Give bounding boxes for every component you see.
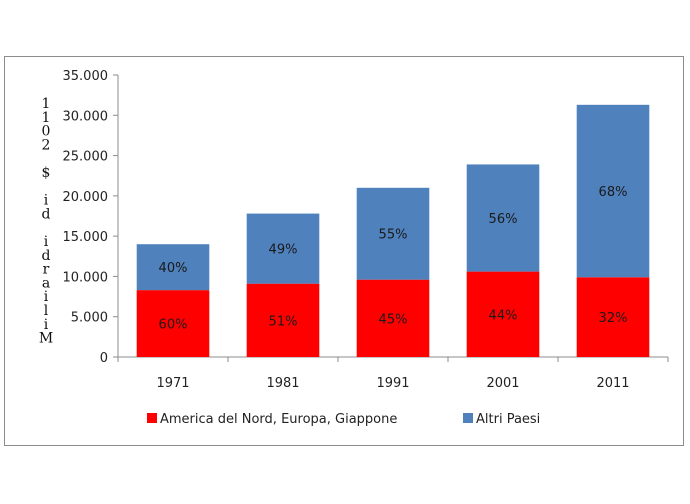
- bar-segment: [576, 104, 650, 278]
- x-tick-label: 1991: [376, 376, 409, 391]
- data-label: 45%: [379, 312, 408, 327]
- y-tick-label: 30.000: [63, 109, 109, 124]
- y-axis-label-char: i: [44, 289, 49, 305]
- bar-segment: [136, 244, 210, 291]
- bar-segment: [466, 164, 540, 272]
- y-tick-label: 35.000: [63, 69, 109, 84]
- data-label: 49%: [269, 243, 298, 258]
- legend-swatch: [147, 413, 157, 423]
- y-axis-label-char: d: [42, 248, 51, 264]
- y-axis-label-char: 0: [42, 124, 51, 140]
- y-axis-label-char: i: [44, 317, 49, 333]
- data-label: 40%: [159, 261, 188, 276]
- y-axis-label-char: i: [44, 234, 49, 250]
- y-tick-label: 25.000: [63, 150, 109, 165]
- y-tick-label: 20.000: [63, 190, 109, 205]
- bar-segment: [246, 283, 320, 357]
- chart-frame: [4, 56, 684, 446]
- bar-segment: [136, 290, 210, 357]
- y-axis-label-char: $: [42, 165, 51, 181]
- data-label: 44%: [489, 308, 518, 323]
- x-tick-label: 1971: [156, 376, 189, 391]
- y-axis-label-char: l: [44, 303, 49, 319]
- y-axis-label-char: i: [44, 193, 49, 209]
- x-tick-label: 2011: [596, 376, 629, 391]
- bar-segment: [246, 213, 320, 284]
- x-tick-label: 1981: [266, 376, 299, 391]
- y-axis-label-char: M: [39, 331, 53, 347]
- y-axis-label-char: a: [42, 275, 50, 291]
- legend-label: America del Nord, Europa, Giappone: [160, 412, 397, 427]
- y-axis-label-char: r: [43, 262, 50, 278]
- y-axis-label-char: d: [42, 206, 51, 222]
- data-label: 60%: [159, 318, 188, 333]
- y-tick-label: 10.000: [63, 270, 109, 285]
- y-tick-label: 5.000: [71, 311, 108, 326]
- y-tick-label: 0: [100, 351, 108, 366]
- y-axis-label-char: 1: [42, 96, 51, 112]
- data-label: 55%: [379, 228, 408, 243]
- y-axis-label-char: 1: [42, 110, 51, 126]
- data-label: 51%: [269, 314, 298, 329]
- bar-segment: [356, 187, 430, 280]
- legend-label: Altri Paesi: [476, 412, 540, 427]
- x-tick-label: 2001: [486, 376, 519, 391]
- bar-segment: [466, 271, 540, 357]
- y-axis-label-char: 2: [42, 137, 51, 153]
- bars: 60% 40% 51% 49% 45% 55% 44% 56% 32% 68%: [136, 104, 650, 357]
- axes: 0 5.000 10.000 15.000 20.000 25.000 30.000 35.0…: [63, 69, 669, 391]
- data-label: 32%: [599, 311, 628, 326]
- legend: America del Nord, Europa, Giappone Altri …: [147, 412, 540, 427]
- y-tick-label: 15.000: [63, 230, 109, 245]
- bar-segment: [356, 279, 430, 357]
- data-label: 68%: [599, 185, 628, 200]
- legend-swatch: [463, 413, 473, 423]
- data-label: 56%: [489, 212, 518, 227]
- bar-segment: [576, 277, 650, 357]
